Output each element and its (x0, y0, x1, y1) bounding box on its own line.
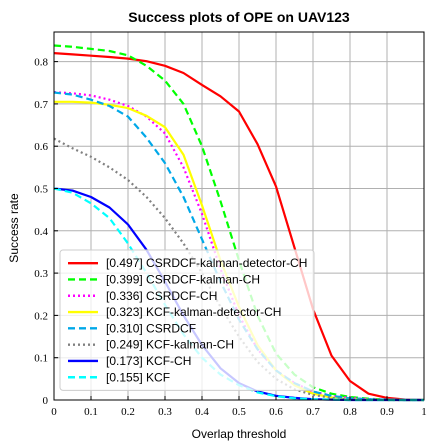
y-axis-label: Success rate (7, 193, 21, 263)
legend-entry: [0.336] CSRDCF-CH (106, 289, 217, 303)
x-tick-label: 0.1 (84, 406, 98, 418)
x-tick-label: 0.7 (306, 406, 320, 418)
legend-entry: [0.249] KCF-kalman-CH (106, 338, 234, 352)
legend-entry: [0.497] CSRDCF-kalman-detector-CH (106, 256, 307, 270)
x-tick-label: 0.3 (158, 406, 172, 418)
y-tick-label: 0.1 (34, 353, 48, 365)
legend-entry: [0.399] CSRDCF-kalman-CH (106, 272, 260, 286)
y-tick-label: 0.8 (34, 57, 48, 69)
y-tick-label: 0.3 (34, 268, 48, 280)
y-tick-label: 0.6 (34, 141, 48, 153)
legend-entry: [0.155] KCF (106, 370, 170, 384)
x-tick-label: 1 (421, 406, 427, 418)
y-tick-label: 0 (43, 395, 49, 407)
legend-entry: [0.310] CSRDCF (106, 321, 196, 335)
x-tick-label: 0.2 (121, 406, 135, 418)
x-tick-label: 0.5 (232, 406, 246, 418)
legend: [0.497] CSRDCF-kalman-detector-CH [0.399]… (60, 250, 314, 390)
x-axis-label: Overlap threshold (192, 427, 287, 441)
x-tick-label: 0.4 (195, 406, 209, 418)
y-tick-label: 0.2 (34, 310, 48, 322)
legend-box (60, 250, 314, 390)
x-tick-label: 0.8 (343, 406, 357, 418)
legend-entry: [0.173] KCF-CH (106, 354, 191, 368)
x-tick-label: 0.9 (380, 406, 394, 418)
legend-entry: [0.323] KCF-kalman-detector-CH (106, 305, 281, 319)
y-tick-label: 0.5 (34, 184, 48, 196)
x-tick-label: 0 (51, 406, 57, 418)
chart-title: Success plots of OPE on UAV123 (128, 9, 350, 25)
y-tick-label: 0.7 (34, 99, 48, 111)
x-tick-label: 0.6 (269, 406, 283, 418)
y-tick-label: 0.4 (34, 226, 48, 238)
